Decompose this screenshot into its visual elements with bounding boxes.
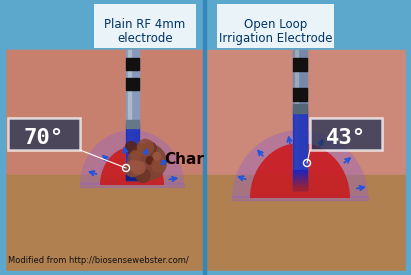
Text: Modified from http://biosensewebster.com/: Modified from http://biosensewebster.com…	[8, 256, 189, 265]
Bar	[0, 175, 411, 275]
Bar	[126, 78, 139, 90]
Bar	[80, 183, 184, 187]
Bar	[0, 0, 411, 4]
Bar	[293, 186, 307, 188]
Text: 70°: 70°	[24, 128, 64, 148]
Bar	[295, 50, 298, 180]
Bar	[0, 271, 411, 275]
Bar	[126, 50, 139, 165]
Bar	[126, 170, 139, 180]
Bar	[0, 50, 205, 205]
Bar	[128, 50, 131, 165]
Bar	[293, 88, 307, 101]
Bar	[126, 125, 139, 180]
FancyBboxPatch shape	[94, 4, 196, 48]
Circle shape	[143, 141, 157, 155]
Text: Open Loop: Open Loop	[245, 18, 307, 31]
Circle shape	[124, 160, 141, 177]
Bar	[126, 120, 139, 128]
Polygon shape	[100, 147, 164, 185]
Bar	[203, 0, 206, 275]
Bar	[293, 58, 307, 71]
Bar	[293, 188, 307, 190]
Text: Irrigation Electrode: Irrigation Electrode	[219, 32, 333, 45]
Circle shape	[132, 160, 146, 175]
Circle shape	[137, 139, 154, 156]
Polygon shape	[232, 130, 368, 198]
Bar	[406, 0, 411, 275]
Circle shape	[135, 168, 151, 183]
Bar	[0, 0, 5, 275]
Bar	[293, 184, 307, 186]
FancyBboxPatch shape	[8, 118, 80, 150]
Bar	[0, 50, 411, 205]
Bar	[293, 110, 307, 190]
Circle shape	[128, 160, 140, 172]
Bar	[126, 58, 139, 70]
Bar	[293, 178, 307, 180]
Text: Char: Char	[164, 153, 204, 167]
Circle shape	[129, 150, 141, 162]
Circle shape	[151, 158, 166, 173]
FancyBboxPatch shape	[217, 4, 334, 48]
Bar	[293, 50, 307, 180]
Bar	[293, 182, 307, 184]
Bar	[232, 196, 368, 200]
Text: Plain RF 4mm: Plain RF 4mm	[104, 18, 186, 31]
Bar	[293, 172, 307, 174]
Text: 43°: 43°	[326, 128, 366, 148]
FancyBboxPatch shape	[310, 118, 382, 150]
Bar	[293, 176, 307, 178]
Bar	[293, 180, 307, 182]
Polygon shape	[80, 130, 184, 185]
Ellipse shape	[127, 143, 167, 181]
Bar	[293, 170, 307, 172]
Circle shape	[152, 152, 162, 161]
Circle shape	[145, 156, 155, 165]
Polygon shape	[250, 143, 350, 198]
Circle shape	[125, 141, 138, 154]
Circle shape	[131, 147, 142, 158]
Bar	[293, 104, 307, 113]
Bar	[293, 174, 307, 176]
Text: electrode: electrode	[117, 32, 173, 45]
